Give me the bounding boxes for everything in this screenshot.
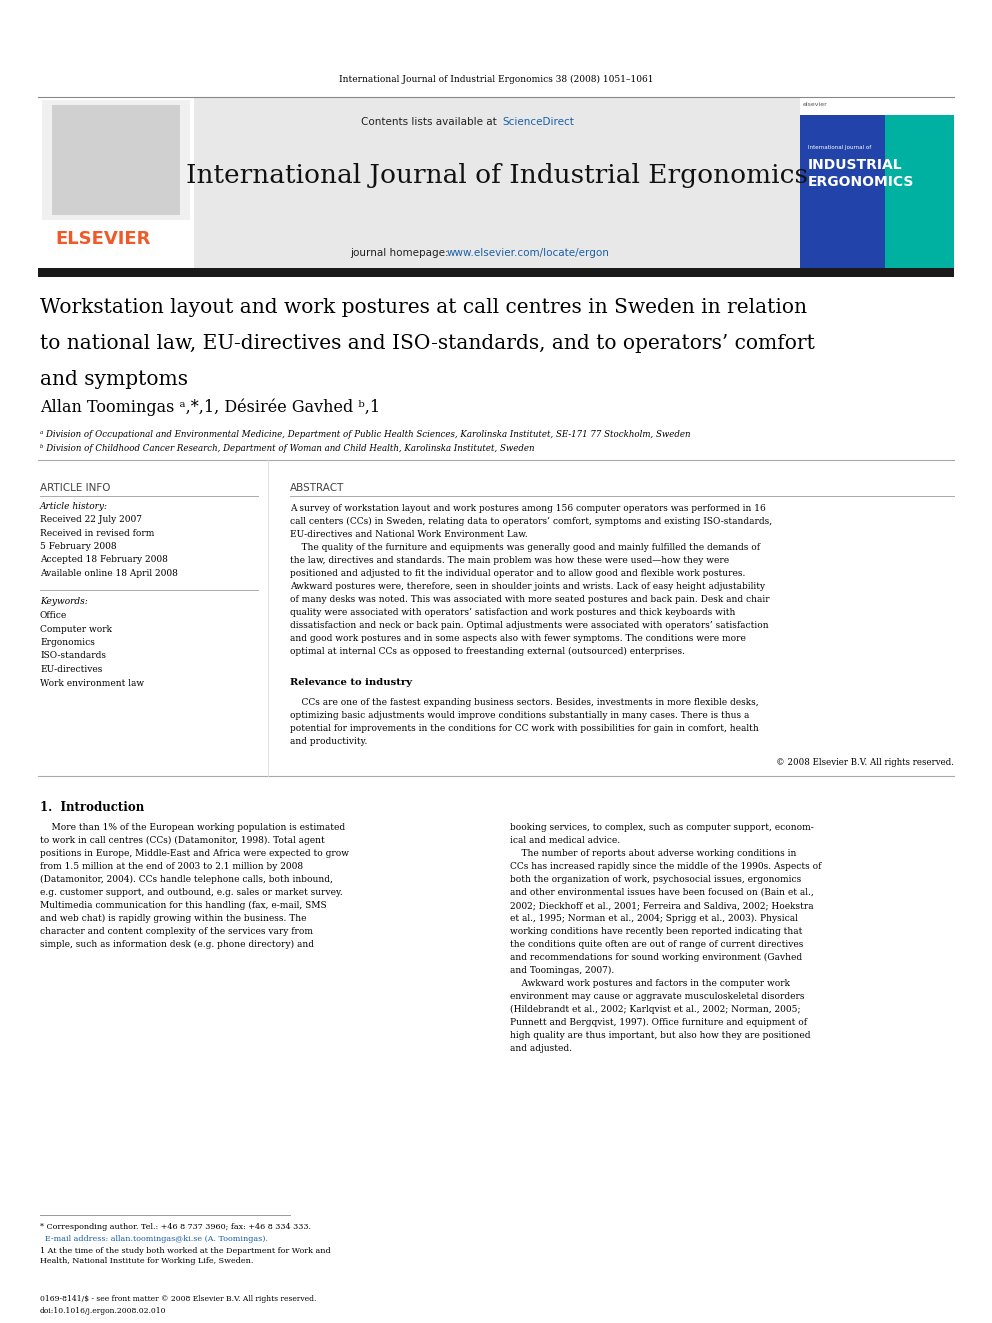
Text: * Corresponding author. Tel.: +46 8 737 3960; fax: +46 8 334 333.: * Corresponding author. Tel.: +46 8 737 … bbox=[40, 1222, 311, 1230]
Text: CCs has increased rapidly since the middle of the 1990s. Aspects of: CCs has increased rapidly since the midd… bbox=[510, 863, 821, 871]
Text: Workstation layout and work postures at call centres in Sweden in relation: Workstation layout and work postures at … bbox=[40, 298, 807, 318]
Text: International Journal of: International Journal of bbox=[808, 146, 871, 149]
Text: call centers (CCs) in Sweden, relating data to operators’ comfort, symptoms and : call centers (CCs) in Sweden, relating d… bbox=[290, 517, 772, 527]
Text: The number of reports about adverse working conditions in: The number of reports about adverse work… bbox=[510, 849, 797, 859]
Text: dissatisfaction and neck or back pain. Optimal adjustments were associated with : dissatisfaction and neck or back pain. O… bbox=[290, 620, 769, 630]
Text: to work in call centres (CCs) (Datamonitor, 1998). Total agent: to work in call centres (CCs) (Datamonit… bbox=[40, 836, 324, 845]
Text: and recommendations for sound working environment (Gavhed: and recommendations for sound working en… bbox=[510, 953, 803, 962]
Text: © 2008 Elsevier B.V. All rights reserved.: © 2008 Elsevier B.V. All rights reserved… bbox=[776, 758, 954, 767]
Text: CCs are one of the fastest expanding business sectors. Besides, investments in m: CCs are one of the fastest expanding bus… bbox=[290, 699, 759, 706]
Text: 1.  Introduction: 1. Introduction bbox=[40, 800, 144, 814]
Text: ARTICLE INFO: ARTICLE INFO bbox=[40, 483, 110, 493]
Text: high quality are thus important, but also how they are positioned: high quality are thus important, but als… bbox=[510, 1031, 810, 1040]
Text: 2002; Dieckhoff et al., 2001; Ferreira and Saldiva, 2002; Hoekstra: 2002; Dieckhoff et al., 2001; Ferreira a… bbox=[510, 901, 813, 910]
Bar bbox=[800, 97, 954, 269]
Text: International Journal of Industrial Ergonomics 38 (2008) 1051–1061: International Journal of Industrial Ergo… bbox=[338, 75, 654, 85]
Text: More than 1% of the European working population is estimated: More than 1% of the European working pop… bbox=[40, 823, 345, 832]
Bar bbox=[800, 97, 954, 115]
Text: working conditions have recently been reported indicating that: working conditions have recently been re… bbox=[510, 927, 803, 935]
Text: Accepted 18 February 2008: Accepted 18 February 2008 bbox=[40, 556, 168, 565]
Text: elsevier: elsevier bbox=[803, 102, 827, 107]
Text: positions in Europe, Middle-East and Africa were expected to grow: positions in Europe, Middle-East and Afr… bbox=[40, 849, 349, 859]
Text: and Toomingas, 2007).: and Toomingas, 2007). bbox=[510, 966, 614, 975]
Text: from 1.5 million at the end of 2003 to 2.1 million by 2008: from 1.5 million at the end of 2003 to 2… bbox=[40, 863, 304, 871]
Text: Keywords:: Keywords: bbox=[40, 597, 87, 606]
Text: Available online 18 April 2008: Available online 18 April 2008 bbox=[40, 569, 178, 578]
Text: Punnett and Bergqvist, 1997). Office furniture and equipment of: Punnett and Bergqvist, 1997). Office fur… bbox=[510, 1017, 807, 1027]
Text: Work environment law: Work environment law bbox=[40, 679, 144, 688]
Text: and symptoms: and symptoms bbox=[40, 370, 188, 389]
Text: e.g. customer support, and outbound, e.g. sales or market survey.: e.g. customer support, and outbound, e.g… bbox=[40, 888, 343, 897]
Text: Ergonomics: Ergonomics bbox=[40, 638, 95, 647]
Text: ᵃ Division of Occupational and Environmental Medicine, Department of Public Heal: ᵃ Division of Occupational and Environme… bbox=[40, 430, 690, 439]
Text: and web chat) is rapidly growing within the business. The: and web chat) is rapidly growing within … bbox=[40, 914, 307, 923]
Text: to national law, EU-directives and ISO-standards, and to operators’ comfort: to national law, EU-directives and ISO-s… bbox=[40, 333, 814, 353]
Text: Contents lists available at: Contents lists available at bbox=[361, 116, 500, 127]
Text: and other environmental issues have been focused on (Bain et al.,: and other environmental issues have been… bbox=[510, 888, 813, 897]
Bar bbox=[42, 101, 190, 220]
Text: environment may cause or aggravate musculoskeletal disorders: environment may cause or aggravate muscu… bbox=[510, 992, 805, 1002]
Text: ISO-standards: ISO-standards bbox=[40, 651, 106, 660]
Text: Article history:: Article history: bbox=[40, 501, 108, 511]
Text: and good work postures and in some aspects also with fewer symptoms. The conditi: and good work postures and in some aspec… bbox=[290, 634, 746, 643]
Text: ABSTRACT: ABSTRACT bbox=[290, 483, 344, 493]
Text: Awkward postures were, therefore, seen in shoulder joints and wrists. Lack of ea: Awkward postures were, therefore, seen i… bbox=[290, 582, 765, 591]
Text: optimal at internal CCs as opposed to freestanding external (outsourced) enterpr: optimal at internal CCs as opposed to fr… bbox=[290, 647, 685, 656]
Text: INDUSTRIAL: INDUSTRIAL bbox=[808, 157, 903, 172]
Text: Allan Toomingas ᵃ,*,1, Désirée Gavhed ᵇ,1: Allan Toomingas ᵃ,*,1, Désirée Gavhed ᵇ,… bbox=[40, 398, 380, 415]
Text: (Datamonitor, 2004). CCs handle telephone calls, both inbound,: (Datamonitor, 2004). CCs handle telephon… bbox=[40, 875, 333, 884]
Bar bbox=[38, 269, 954, 277]
Text: ERGONOMICS: ERGONOMICS bbox=[808, 175, 915, 189]
Text: both the organization of work, psychosocial issues, ergonomics: both the organization of work, psychosoc… bbox=[510, 875, 802, 884]
Bar bbox=[194, 97, 800, 269]
Text: potential for improvements in the conditions for CC work with possibilities for : potential for improvements in the condit… bbox=[290, 724, 759, 733]
Text: (Hildebrandt et al., 2002; Karlqvist et al., 2002; Norman, 2005;: (Hildebrandt et al., 2002; Karlqvist et … bbox=[510, 1005, 801, 1015]
Text: Relevance to industry: Relevance to industry bbox=[290, 677, 412, 687]
Text: www.elsevier.com/locate/ergon: www.elsevier.com/locate/ergon bbox=[447, 247, 610, 258]
Bar bbox=[38, 97, 194, 269]
Text: ScienceDirect: ScienceDirect bbox=[502, 116, 574, 127]
Text: EU-directives and National Work Environment Law.: EU-directives and National Work Environm… bbox=[290, 531, 528, 538]
Bar bbox=[52, 105, 180, 216]
Text: the law, directives and standards. The main problem was how these were used—how : the law, directives and standards. The m… bbox=[290, 556, 729, 565]
Text: ical and medical advice.: ical and medical advice. bbox=[510, 836, 620, 845]
Text: booking services, to complex, such as computer support, econom-: booking services, to complex, such as co… bbox=[510, 823, 813, 832]
Text: 5 February 2008: 5 February 2008 bbox=[40, 542, 117, 550]
Text: doi:10.1016/j.ergon.2008.02.010: doi:10.1016/j.ergon.2008.02.010 bbox=[40, 1307, 167, 1315]
Text: The quality of the furniture and equipments was generally good and mainly fulfil: The quality of the furniture and equipme… bbox=[290, 542, 760, 552]
Text: of many desks was noted. This was associated with more seated postures and back : of many desks was noted. This was associ… bbox=[290, 595, 770, 605]
Text: EU-directives: EU-directives bbox=[40, 665, 102, 673]
Text: positioned and adjusted to fit the individual operator and to allow good and fle: positioned and adjusted to fit the indiv… bbox=[290, 569, 745, 578]
Text: optimizing basic adjustments would improve conditions substantially in many case: optimizing basic adjustments would impro… bbox=[290, 710, 749, 720]
Text: Multimedia communication for this handling (fax, e-mail, SMS: Multimedia communication for this handli… bbox=[40, 901, 326, 910]
Text: E-mail address: allan.toomingas@ki.se (A. Toomingas).: E-mail address: allan.toomingas@ki.se (A… bbox=[40, 1234, 268, 1244]
Text: quality were associated with operators’ satisfaction and work postures and thick: quality were associated with operators’ … bbox=[290, 609, 735, 617]
Bar bbox=[800, 97, 885, 269]
Text: Received in revised form: Received in revised form bbox=[40, 528, 155, 537]
Text: ᵇ Division of Childhood Cancer Research, Department of Woman and Child Health, K: ᵇ Division of Childhood Cancer Research,… bbox=[40, 445, 535, 452]
Text: International Journal of Industrial Ergonomics: International Journal of Industrial Ergo… bbox=[186, 163, 808, 188]
Text: A survey of workstation layout and work postures among 156 computer operators wa: A survey of workstation layout and work … bbox=[290, 504, 766, 513]
Text: the conditions quite often are out of range of current directives: the conditions quite often are out of ra… bbox=[510, 941, 804, 949]
Text: journal homepage:: journal homepage: bbox=[350, 247, 452, 258]
Text: and adjusted.: and adjusted. bbox=[510, 1044, 572, 1053]
Text: Computer work: Computer work bbox=[40, 624, 112, 634]
Text: 0169-8141/$ - see front matter © 2008 Elsevier B.V. All rights reserved.: 0169-8141/$ - see front matter © 2008 El… bbox=[40, 1295, 316, 1303]
Text: ELSEVIER: ELSEVIER bbox=[55, 230, 151, 247]
Text: Received 22 July 2007: Received 22 July 2007 bbox=[40, 515, 142, 524]
Text: Awkward work postures and factors in the computer work: Awkward work postures and factors in the… bbox=[510, 979, 790, 988]
Text: and productivity.: and productivity. bbox=[290, 737, 367, 746]
Text: et al., 1995; Norman et al., 2004; Sprigg et al., 2003). Physical: et al., 1995; Norman et al., 2004; Sprig… bbox=[510, 914, 798, 923]
Text: Office: Office bbox=[40, 611, 67, 620]
Text: 1 At the time of the study both worked at the Department for Work and: 1 At the time of the study both worked a… bbox=[40, 1248, 330, 1256]
Text: simple, such as information desk (e.g. phone directory) and: simple, such as information desk (e.g. p… bbox=[40, 941, 314, 949]
Text: character and content complexity of the services vary from: character and content complexity of the … bbox=[40, 927, 313, 935]
Text: Health, National Institute for Working Life, Sweden.: Health, National Institute for Working L… bbox=[40, 1257, 253, 1265]
